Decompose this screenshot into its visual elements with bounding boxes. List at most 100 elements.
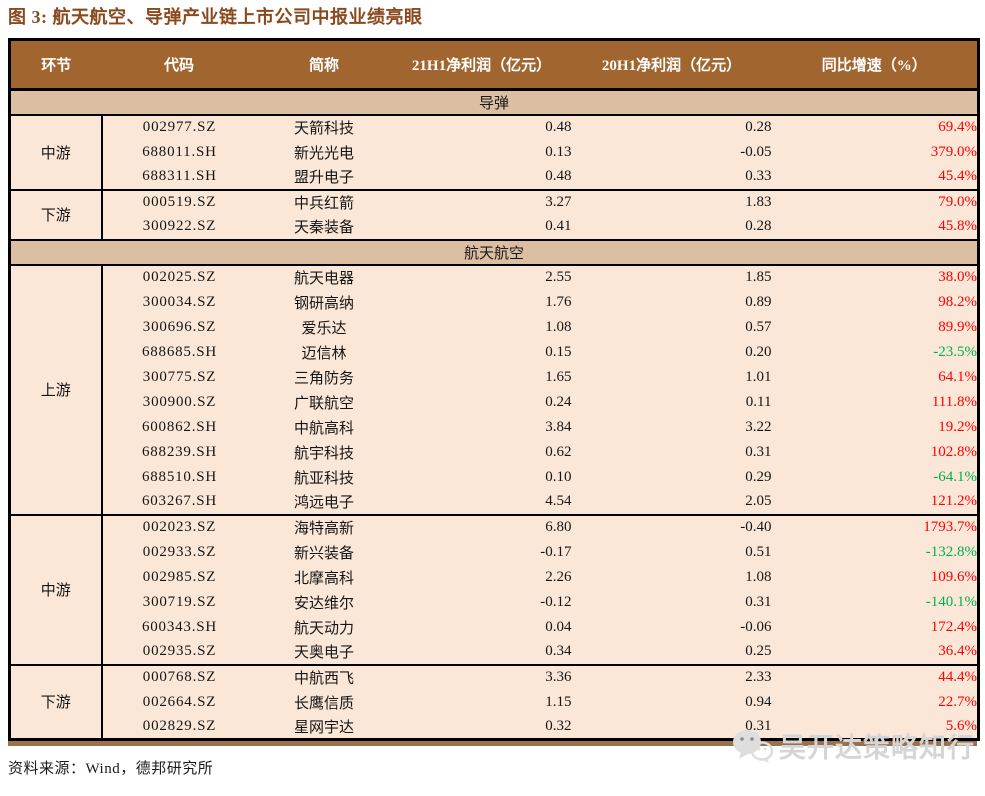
table-row: 600862.SH 中航高科 3.84 3.22 19.2% — [10, 414, 979, 440]
yoy-growth: -23.5% — [771, 339, 979, 365]
profit-20h1: 0.31 — [571, 589, 772, 615]
stock-name: 中航高科 — [256, 414, 392, 440]
stock-code: 300696.SZ — [101, 314, 257, 340]
table-row: 688510.SH 航亚科技 0.10 0.29 -64.1% — [10, 464, 979, 490]
stock-name: 钢研高纳 — [256, 289, 392, 315]
yoy-growth: 121.2% — [771, 489, 979, 515]
profit-20h1: 0.57 — [571, 314, 772, 340]
profit-20h1: 2.05 — [571, 489, 772, 515]
table-row: 002933.SZ 新兴装备 -0.17 0.51 -132.8% — [10, 539, 979, 565]
yoy-growth: 109.6% — [771, 564, 979, 590]
profit-21h1: 1.08 — [391, 314, 572, 340]
stock-name: 鸿远电子 — [256, 489, 392, 515]
results-table: 环节 代码 简称 21H1净利润（亿元） 20H1净利润（亿元） 同比增速（%）… — [8, 38, 980, 741]
profit-20h1: 0.25 — [571, 639, 772, 665]
section-title: 导弹 — [9, 88, 979, 116]
profit-20h1: 1.83 — [571, 188, 772, 215]
profit-20h1: 0.89 — [571, 289, 772, 315]
profit-20h1: 0.28 — [571, 214, 772, 240]
table-row: 002829.SZ 星网宇达 0.32 0.31 5.6% — [10, 714, 979, 740]
header-row: 环节 代码 简称 21H1净利润（亿元） 20H1净利润（亿元） 同比增速（%） — [9, 39, 979, 91]
table-row: 下游 000519.SZ 中兵红箭 3.27 1.83 79.0% — [9, 188, 979, 240]
yoy-growth: 44.4% — [771, 663, 979, 690]
stock-name: 长鹰信质 — [256, 689, 392, 715]
profit-21h1: 3.27 — [391, 188, 572, 215]
profit-20h1: -0.40 — [571, 513, 772, 540]
profit-20h1: 0.33 — [571, 164, 772, 190]
stock-name: 航天电器 — [256, 263, 392, 290]
yoy-growth: 379.0% — [771, 139, 979, 165]
stock-name: 天箭科技 — [256, 113, 392, 140]
stock-name: 北摩高科 — [256, 564, 392, 590]
stock-code: 002985.SZ — [101, 564, 257, 590]
table-row: 688311.SH 盟升电子 0.48 0.33 45.4% — [10, 164, 979, 190]
profit-20h1: 1.85 — [571, 263, 772, 290]
stock-name: 中航西飞 — [256, 663, 392, 690]
yoy-growth: 5.6% — [771, 714, 979, 740]
segment-label: 下游 — [9, 663, 103, 740]
stock-code: 000768.SZ — [101, 663, 257, 690]
stock-code: 002829.SZ — [101, 714, 257, 740]
table-row: 300900.SZ 广联航空 0.24 0.11 111.8% — [10, 389, 979, 415]
segment-label: 上游 — [9, 263, 103, 515]
yoy-growth: -132.8% — [771, 539, 979, 565]
stock-name: 安达维尔 — [256, 589, 392, 615]
profit-21h1: 0.34 — [391, 639, 572, 665]
profit-21h1: 0.13 — [391, 139, 572, 165]
stock-name: 天奥电子 — [256, 639, 392, 665]
table-row: 300922.SZ 天秦装备 0.41 0.28 45.8% — [10, 214, 979, 240]
table-row: 688685.SH 迈信林 0.15 0.20 -23.5% — [10, 339, 979, 365]
yoy-growth: -140.1% — [771, 589, 979, 615]
section-row: 导弹 — [9, 88, 979, 116]
table-row: 603267.SH 鸿远电子 4.54 2.05 121.2% — [10, 489, 979, 515]
profit-21h1: 0.48 — [391, 164, 572, 190]
stock-code: 002023.SZ — [101, 513, 257, 540]
col-header-code: 代码 — [101, 39, 257, 91]
table-body: 导弹 中游 002977.SZ 天箭科技 0.48 0.28 69.4% 688011.SH 新… — [9, 88, 979, 740]
yoy-growth: 89.9% — [771, 314, 979, 340]
stock-name: 航宇科技 — [256, 439, 392, 465]
profit-20h1: -0.05 — [571, 139, 772, 165]
stock-code: 002664.SZ — [101, 689, 257, 715]
stock-name: 中兵红箭 — [256, 188, 392, 215]
profit-20h1: 2.33 — [571, 663, 772, 690]
yoy-growth: 102.8% — [771, 439, 979, 465]
stock-code: 300719.SZ — [101, 589, 257, 615]
stock-code: 300922.SZ — [101, 214, 257, 240]
col-header-yoy: 同比增速（%） — [771, 39, 979, 91]
yoy-growth: 38.0% — [771, 263, 979, 290]
profit-20h1: 3.22 — [571, 414, 772, 440]
yoy-growth: 45.8% — [771, 214, 979, 240]
stock-code: 000519.SZ — [101, 188, 257, 215]
segment-label: 中游 — [9, 113, 103, 190]
profit-21h1: 0.32 — [391, 714, 572, 740]
profit-21h1: 0.62 — [391, 439, 572, 465]
yoy-growth: 36.4% — [771, 639, 979, 665]
stock-name: 盟升电子 — [256, 164, 392, 190]
profit-21h1: -0.12 — [391, 589, 572, 615]
segment-label: 中游 — [9, 513, 103, 665]
profit-21h1: -0.17 — [391, 539, 572, 565]
stock-code: 600862.SH — [101, 414, 257, 440]
stock-code: 002933.SZ — [101, 539, 257, 565]
table-row: 600343.SH 航天动力 0.04 -0.06 172.4% — [10, 614, 979, 640]
section-row: 航天航空 — [9, 238, 979, 266]
table-row: 中游 002977.SZ 天箭科技 0.48 0.28 69.4% — [9, 113, 979, 190]
profit-21h1: 2.26 — [391, 564, 572, 590]
table-row: 300696.SZ 爱乐达 1.08 0.57 89.9% — [10, 314, 979, 340]
stock-code: 002025.SZ — [101, 263, 257, 290]
table-container: 环节 代码 简称 21H1净利润（亿元） 20H1净利润（亿元） 同比增速（%）… — [8, 38, 980, 778]
stock-name: 新光光电 — [256, 139, 392, 165]
table-row: 中游 002023.SZ 海特高新 6.80 -0.40 1793.7% — [9, 513, 979, 665]
section-title: 航天航空 — [9, 238, 979, 266]
wechat-bubbles-icon — [731, 728, 775, 764]
profit-21h1: 0.41 — [391, 214, 572, 240]
table-row: 300034.SZ 钢研高纳 1.76 0.89 98.2% — [10, 289, 979, 315]
profit-20h1: 0.94 — [571, 689, 772, 715]
profit-20h1: 0.11 — [571, 389, 772, 415]
table-row: 002985.SZ 北摩高科 2.26 1.08 109.6% — [10, 564, 979, 590]
table-row: 下游 000768.SZ 中航西飞 3.36 2.33 44.4% — [9, 663, 979, 740]
profit-20h1: 0.29 — [571, 464, 772, 490]
stock-code: 300775.SZ — [101, 364, 257, 390]
watermark: 吴开达策略知行 — [731, 726, 975, 765]
